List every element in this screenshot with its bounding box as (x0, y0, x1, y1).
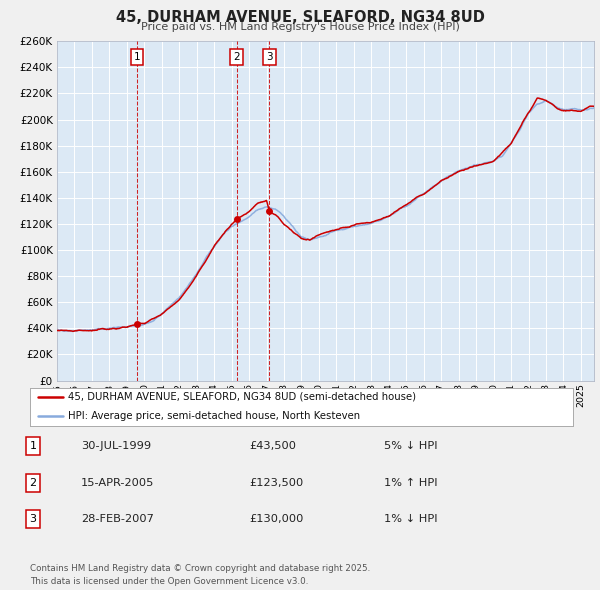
Text: 45, DURHAM AVENUE, SLEAFORD, NG34 8UD: 45, DURHAM AVENUE, SLEAFORD, NG34 8UD (116, 10, 484, 25)
Text: 2: 2 (233, 52, 240, 62)
Text: 28-FEB-2007: 28-FEB-2007 (81, 514, 154, 524)
Text: 45, DURHAM AVENUE, SLEAFORD, NG34 8UD (semi-detached house): 45, DURHAM AVENUE, SLEAFORD, NG34 8UD (s… (68, 392, 416, 402)
Text: 2: 2 (29, 478, 37, 487)
Text: £123,500: £123,500 (249, 478, 303, 487)
Text: 30-JUL-1999: 30-JUL-1999 (81, 441, 151, 451)
Text: 1% ↓ HPI: 1% ↓ HPI (384, 514, 437, 524)
Text: This data is licensed under the Open Government Licence v3.0.: This data is licensed under the Open Gov… (30, 577, 308, 586)
Text: 1% ↑ HPI: 1% ↑ HPI (384, 478, 437, 487)
Text: 1: 1 (29, 441, 37, 451)
Text: £130,000: £130,000 (249, 514, 304, 524)
Text: 1: 1 (134, 52, 140, 62)
Text: HPI: Average price, semi-detached house, North Kesteven: HPI: Average price, semi-detached house,… (68, 411, 360, 421)
Text: £43,500: £43,500 (249, 441, 296, 451)
Text: 3: 3 (29, 514, 37, 524)
Text: 5% ↓ HPI: 5% ↓ HPI (384, 441, 437, 451)
Text: 15-APR-2005: 15-APR-2005 (81, 478, 154, 487)
Text: Price paid vs. HM Land Registry's House Price Index (HPI): Price paid vs. HM Land Registry's House … (140, 22, 460, 32)
Text: 3: 3 (266, 52, 272, 62)
Text: Contains HM Land Registry data © Crown copyright and database right 2025.: Contains HM Land Registry data © Crown c… (30, 564, 370, 573)
